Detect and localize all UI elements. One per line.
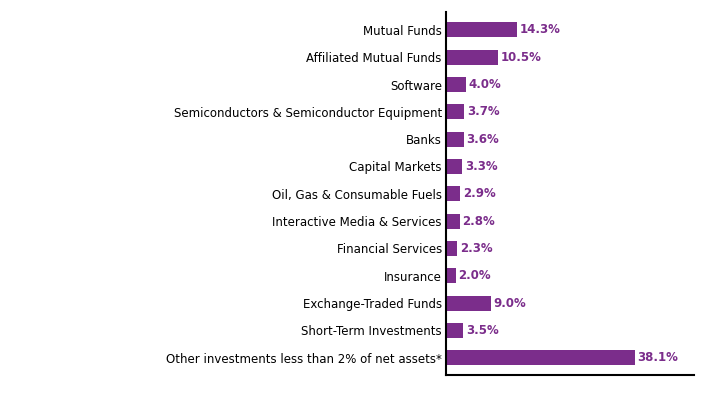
- Text: 38.1%: 38.1%: [637, 351, 678, 364]
- Bar: [446, 50, 498, 65]
- Text: 9.0%: 9.0%: [493, 297, 526, 310]
- Bar: [446, 132, 464, 147]
- Bar: [446, 22, 517, 38]
- Text: 10.5%: 10.5%: [501, 51, 542, 64]
- Text: 3.7%: 3.7%: [467, 105, 499, 118]
- Bar: [446, 186, 460, 201]
- Text: 4.0%: 4.0%: [469, 78, 501, 91]
- Bar: [446, 159, 462, 174]
- Text: 3.6%: 3.6%: [467, 133, 499, 146]
- Bar: [446, 104, 464, 120]
- Bar: [446, 241, 457, 256]
- Bar: [446, 268, 456, 283]
- Bar: [446, 295, 491, 310]
- Text: 14.3%: 14.3%: [520, 24, 560, 36]
- Text: 2.3%: 2.3%: [460, 242, 493, 255]
- Bar: [446, 77, 466, 92]
- Text: 2.9%: 2.9%: [463, 187, 496, 200]
- Bar: [446, 323, 464, 338]
- Text: 2.8%: 2.8%: [462, 215, 495, 228]
- Text: 2.0%: 2.0%: [459, 269, 491, 282]
- Bar: [446, 214, 460, 228]
- Text: 3.5%: 3.5%: [466, 324, 498, 337]
- Bar: [446, 350, 635, 365]
- Text: 3.3%: 3.3%: [465, 160, 498, 173]
